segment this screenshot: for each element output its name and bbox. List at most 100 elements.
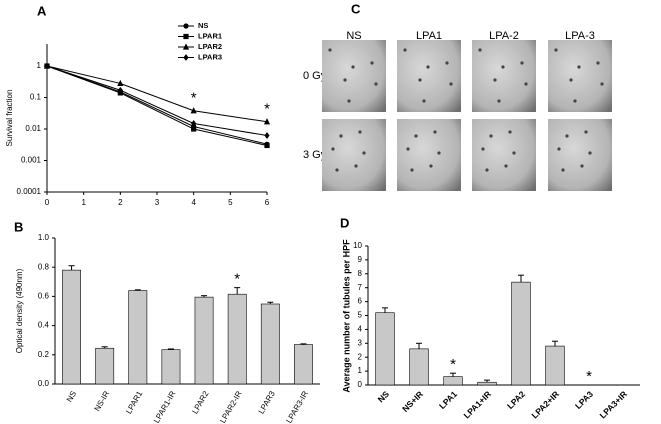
y-tick-label: 6 bbox=[358, 297, 363, 306]
y-axis-title: Average number of tubules per HPF bbox=[341, 239, 351, 393]
bar bbox=[260, 303, 280, 385]
cell bbox=[489, 134, 493, 138]
y-tick-label: 0.1 bbox=[30, 93, 42, 102]
cell bbox=[418, 78, 422, 82]
panel-label: A bbox=[37, 3, 47, 18]
marker bbox=[182, 43, 190, 50]
cell bbox=[561, 168, 565, 172]
cell bbox=[331, 147, 335, 151]
micrograph bbox=[397, 40, 461, 112]
annotation: * bbox=[234, 271, 240, 288]
cell bbox=[410, 168, 414, 172]
cell bbox=[596, 61, 600, 65]
panel-label: D bbox=[340, 215, 349, 230]
cell bbox=[403, 48, 407, 52]
bar bbox=[194, 296, 214, 385]
marker bbox=[117, 79, 124, 87]
cell bbox=[588, 151, 592, 155]
x-tick-label: 3 bbox=[155, 198, 160, 207]
x-tick-label: NS bbox=[65, 390, 78, 404]
annotation: * bbox=[450, 356, 456, 373]
cell bbox=[374, 82, 378, 86]
y-axis-title: Survival fraction bbox=[5, 90, 14, 147]
y-tick-label: 4 bbox=[358, 325, 363, 334]
y-tick-label: 1.0 bbox=[38, 233, 50, 242]
x-tick-label: LPAR2 bbox=[190, 389, 210, 415]
micrograph bbox=[472, 40, 536, 112]
row-label: 0 Gy bbox=[303, 70, 327, 82]
legend-label: NS bbox=[198, 21, 208, 30]
cell bbox=[449, 82, 453, 86]
column-heading: LPA-2 bbox=[489, 30, 519, 42]
marker bbox=[191, 120, 197, 127]
bar bbox=[227, 293, 247, 385]
cell bbox=[426, 65, 430, 69]
cell bbox=[351, 65, 355, 69]
x-tick-label: NS+IR bbox=[400, 389, 425, 414]
bar bbox=[477, 381, 497, 386]
cell bbox=[481, 147, 485, 151]
cell bbox=[445, 61, 449, 65]
x-tick-label: 6 bbox=[265, 198, 270, 207]
series-line bbox=[46, 65, 268, 146]
legend-label: LPAR2 bbox=[198, 42, 222, 51]
y-tick-label: 3 bbox=[358, 338, 363, 347]
cell bbox=[437, 151, 441, 155]
cell bbox=[584, 130, 588, 134]
micrograph bbox=[548, 40, 612, 112]
legend-label: LPAR1 bbox=[198, 31, 222, 40]
annotation: * bbox=[191, 90, 197, 107]
cell bbox=[520, 61, 524, 65]
cell bbox=[580, 164, 584, 168]
cell bbox=[504, 164, 508, 168]
cell bbox=[478, 48, 482, 52]
x-tick-label: LPA2+IR bbox=[529, 389, 561, 421]
bar bbox=[161, 349, 181, 385]
panel-label: C bbox=[351, 1, 361, 16]
x-tick-label: LPA1 bbox=[437, 389, 459, 411]
series-line bbox=[46, 65, 268, 137]
x-tick-label: 2 bbox=[118, 198, 123, 207]
x-tick-label: NS-IR bbox=[93, 389, 112, 413]
y-tick-label: 2 bbox=[358, 352, 363, 361]
column-heading: NS bbox=[346, 30, 361, 42]
x-tick-label: LPA1+IR bbox=[461, 389, 493, 421]
cell bbox=[501, 65, 505, 69]
x-tick-label: LPA3 bbox=[573, 389, 595, 411]
x-tick-label: LPA2 bbox=[505, 389, 527, 411]
cell bbox=[508, 130, 512, 134]
marker bbox=[263, 118, 271, 125]
cell bbox=[328, 48, 332, 52]
panel-label: B bbox=[14, 219, 23, 234]
x-tick-label: LPA3+IR bbox=[597, 389, 629, 421]
cell bbox=[347, 99, 351, 103]
y-axis-title: Optical density (490nm) bbox=[15, 268, 24, 353]
y-tick-label: 8 bbox=[358, 269, 363, 278]
marker bbox=[44, 62, 50, 70]
micrograph bbox=[548, 119, 612, 191]
x-tick-label: 5 bbox=[228, 198, 233, 207]
cell bbox=[354, 164, 358, 168]
cell bbox=[433, 130, 437, 134]
x-tick-label: 1 bbox=[81, 198, 86, 207]
cell bbox=[512, 151, 516, 155]
x-tick-label: 0 bbox=[45, 198, 50, 207]
y-tick-label: 1 bbox=[358, 366, 363, 375]
marker bbox=[183, 33, 189, 40]
marker bbox=[264, 142, 270, 149]
y-tick-label: 0.01 bbox=[25, 124, 41, 133]
y-tick-label: 0.4 bbox=[38, 321, 50, 330]
marker bbox=[117, 86, 123, 94]
y-tick-label: 0.001 bbox=[21, 156, 42, 165]
column-heading: LPA1 bbox=[416, 30, 442, 42]
y-tick-label: 0.6 bbox=[38, 292, 50, 301]
y-tick-label: 10 bbox=[353, 241, 362, 250]
bar bbox=[443, 376, 463, 386]
cell bbox=[485, 168, 489, 172]
y-tick-label: 9 bbox=[358, 255, 363, 264]
micrograph bbox=[322, 40, 386, 112]
cell bbox=[414, 134, 418, 138]
bar bbox=[545, 345, 565, 386]
cell bbox=[370, 61, 374, 65]
